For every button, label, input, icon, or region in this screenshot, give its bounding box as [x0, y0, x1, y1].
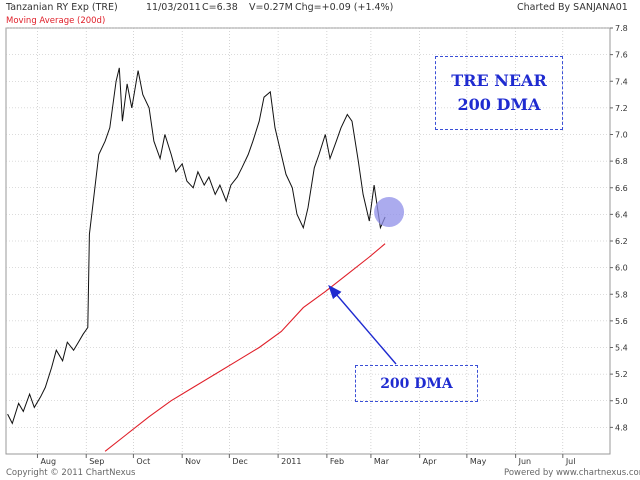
x-tick-label: Aug [40, 457, 56, 466]
y-tick-label: 7.0 [615, 131, 628, 140]
moving-average-legend: Moving Average (200d) [6, 16, 106, 26]
x-tick-label: Feb [330, 457, 344, 466]
y-tick-label: 5.6 [615, 317, 628, 326]
y-tick-label: 7.4 [615, 77, 628, 86]
dma-annotation-label: 200 DMA [380, 375, 453, 392]
copyright: Copyright © 2011 ChartNexus [6, 468, 136, 478]
y-tick-label: 6.4 [615, 210, 628, 219]
highlight-circle [374, 197, 405, 228]
close-price: C=6.38 [202, 2, 238, 13]
y-tick-label: 5.4 [615, 344, 628, 353]
x-tick-label: Mar [374, 457, 390, 466]
x-tick-label: Jun [518, 457, 532, 466]
y-tick-label: 5.2 [615, 370, 628, 379]
x-tick-label: 2011 [281, 457, 301, 466]
annotation-line-1: TRE NEAR [451, 71, 547, 90]
quote-date: 11/03/2011 [146, 2, 201, 13]
chart-credit: Charted By SANJANA01 [517, 2, 628, 13]
x-tick-label: Dec [232, 457, 247, 466]
y-tick-label: 6.0 [615, 264, 628, 273]
y-tick-label: 6.6 [615, 184, 628, 193]
y-tick-label: 6.2 [615, 237, 628, 246]
x-tick-label: Apr [423, 457, 438, 466]
powered-by: Powered by www.chartnexus.com [504, 468, 640, 478]
x-tick-label: Sep [89, 457, 104, 466]
y-tick-label: 5.8 [615, 290, 628, 299]
price-line [7, 67, 386, 425]
x-tick-label: May [470, 457, 487, 466]
price-change: Chg=+0.09 (+1.4%) [295, 2, 394, 13]
moving-average-line [104, 243, 386, 452]
y-tick-label: 6.8 [615, 157, 628, 166]
y-tick-label: 7.6 [615, 51, 628, 60]
dma-annotation: 200 DMA [355, 365, 478, 402]
dma-arrow [328, 284, 397, 365]
x-tick-label: Nov [185, 457, 201, 466]
y-tick-label: 7.2 [615, 104, 628, 113]
volume: V=0.27M [249, 2, 293, 13]
annotation-line-2: 200 DMA [457, 95, 541, 114]
x-tick-label: Jul [565, 457, 576, 466]
y-tick-label: 5.0 [615, 397, 628, 406]
stock-name: Tanzanian RY Exp (TRE) [6, 2, 118, 13]
x-tick-label: Oct [136, 457, 150, 466]
y-tick-label: 7.8 [615, 24, 628, 33]
tre-near-dma-annotation: TRE NEAR 200 DMA [435, 56, 563, 130]
y-tick-label: 4.8 [615, 423, 628, 432]
